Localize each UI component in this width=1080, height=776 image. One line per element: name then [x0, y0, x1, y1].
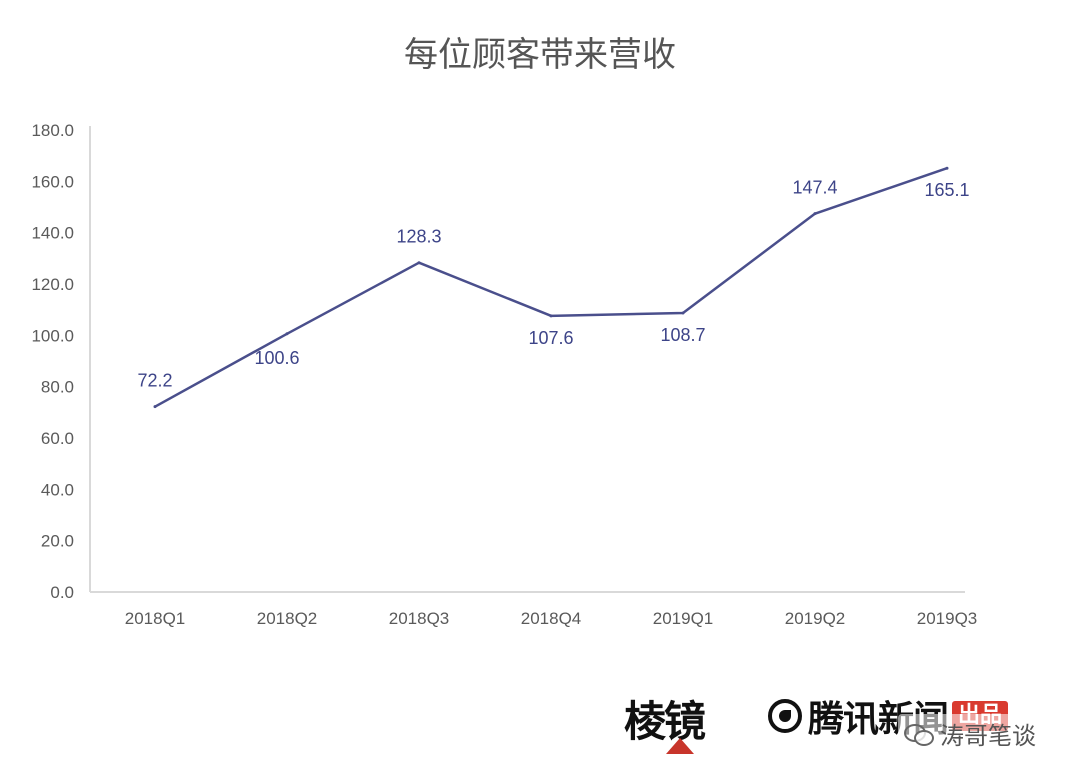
y-tick-label: 80.0 — [41, 378, 74, 397]
y-tick-label: 40.0 — [41, 480, 74, 499]
data-point — [813, 212, 817, 216]
y-tick-label: 100.0 — [31, 326, 74, 345]
y-tick-label: 0.0 — [50, 583, 74, 602]
x-tick-label: 2018Q2 — [257, 609, 318, 628]
lengjing-mark-icon — [666, 738, 694, 754]
y-tick-label: 60.0 — [41, 429, 74, 448]
data-point — [945, 166, 949, 170]
series-group — [153, 166, 949, 409]
data-label: 72.2 — [137, 371, 172, 391]
data-label: 128.3 — [396, 227, 441, 247]
y-tick-label: 120.0 — [31, 275, 74, 294]
data-point — [285, 332, 289, 336]
y-axis-ticks: 0.0 20.0 40.0 60.0 80.0 100.0 120.0 140.0 160.0 1… — [31, 121, 74, 602]
data-point — [153, 405, 157, 409]
data-label: 147.4 — [792, 178, 837, 198]
x-tick-label: 2019Q2 — [785, 609, 846, 628]
y-tick-label: 140.0 — [31, 224, 74, 243]
data-label: 107.6 — [528, 328, 573, 348]
footer: 棱镜 腾讯新闻 出品 涛哥笔谈 — [0, 680, 1080, 776]
x-tick-label: 2018Q3 — [389, 609, 450, 628]
x-tick-label: 2019Q3 — [917, 609, 978, 628]
chart: 每位顾客带来营收 0.0 20.0 40.0 60.0 80.0 100.0 120.0 14… — [31, 35, 978, 628]
data-label: 100.6 — [254, 348, 299, 368]
watermark-text: 涛哥笔谈 — [940, 722, 1036, 750]
data-labels: 72.2 100.6 128.3 107.6 108.7 147.4 165.1 — [137, 178, 969, 391]
tencent-news-icon — [768, 699, 802, 733]
x-axis-ticks: 2018Q1 2018Q2 2018Q3 2018Q4 2019Q1 2019Q2 2019… — [125, 609, 978, 628]
data-label: 165.1 — [924, 180, 969, 200]
wechat-icon — [904, 722, 934, 746]
x-tick-label: 2019Q1 — [653, 609, 714, 628]
chart-axes — [89, 126, 965, 593]
data-point — [549, 314, 553, 318]
data-point — [681, 311, 685, 315]
data-point — [417, 261, 421, 265]
lengjing-logo: 棱镜 — [624, 697, 706, 746]
y-tick-label: 20.0 — [41, 532, 74, 551]
x-tick-label: 2018Q1 — [125, 609, 186, 628]
data-label: 108.7 — [660, 325, 705, 345]
chart-title: 每位顾客带来营收 — [404, 35, 676, 75]
y-tick-label: 160.0 — [31, 172, 74, 191]
y-tick-label: 180.0 — [31, 121, 74, 140]
wechat-watermark: 涛哥笔谈 — [898, 714, 1042, 753]
series-line — [154, 167, 948, 408]
x-tick-label: 2018Q4 — [521, 609, 582, 628]
